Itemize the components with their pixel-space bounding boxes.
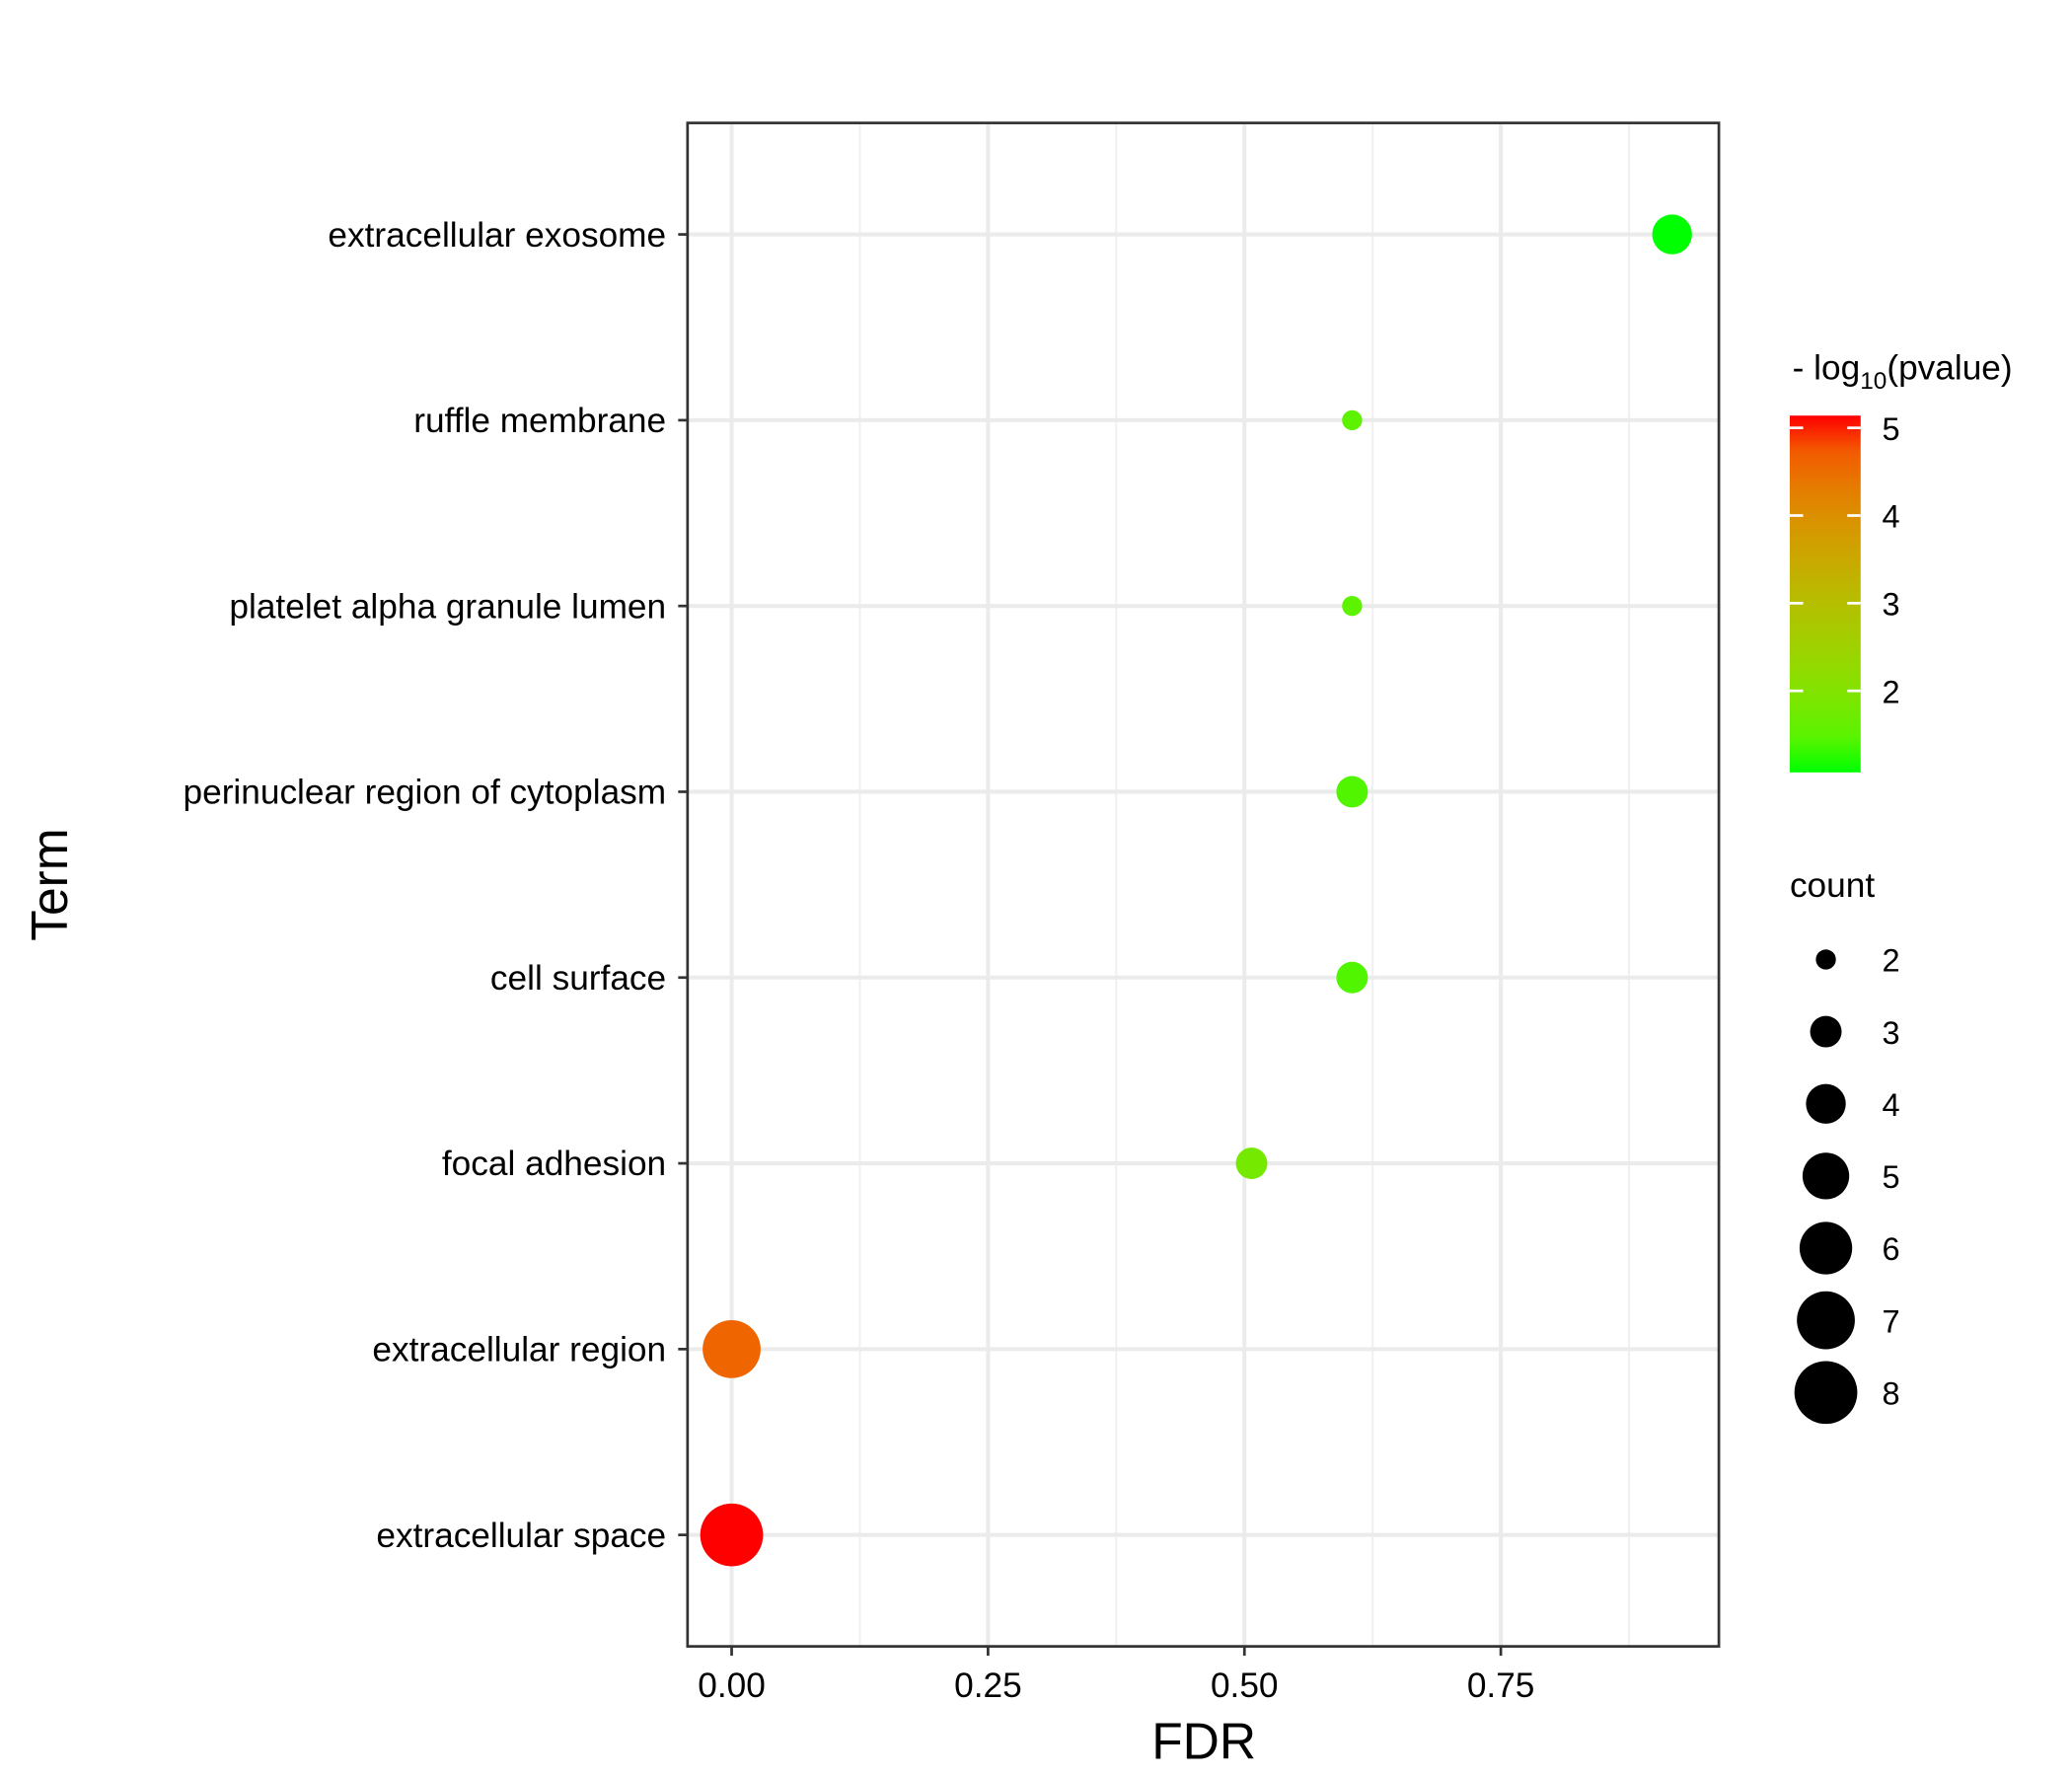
point: [1235, 1147, 1268, 1180]
size-label: 7: [1882, 1303, 1899, 1339]
colorbar-label: 3: [1882, 587, 1899, 623]
size-key: [1815, 949, 1836, 970]
size-label: 5: [1882, 1159, 1899, 1195]
x-axis-title: FDR: [1151, 1712, 1256, 1769]
colorbar-label: 4: [1882, 499, 1899, 535]
size-key: [1799, 1221, 1853, 1275]
point: [703, 1320, 761, 1378]
size-label: 6: [1882, 1231, 1899, 1267]
y-tick-label: platelet alpha granule lumen: [229, 587, 666, 626]
point: [1652, 214, 1692, 255]
colorbar-label: 5: [1882, 411, 1899, 447]
x-tick-label: 0.50: [1211, 1666, 1279, 1705]
colorbar-label: 2: [1882, 674, 1899, 709]
x-tick-label: 0.25: [954, 1666, 1022, 1705]
color-legend-title: - log10(pvalue): [1793, 349, 2013, 395]
point: [1336, 961, 1369, 994]
y-tick-label: extracellular exosome: [328, 216, 666, 255]
y-tick-label: perinuclear region of cytoplasm: [184, 774, 667, 812]
size-legend-title: count: [1790, 866, 1875, 905]
y-tick-label: cell surface: [490, 959, 666, 998]
point: [700, 1503, 764, 1567]
point: [1342, 409, 1363, 431]
y-tick-label: ruffle membrane: [413, 402, 666, 440]
y-tick-label: extracellular region: [372, 1331, 666, 1369]
panel-border: [686, 121, 1721, 1648]
size-label: 3: [1882, 1015, 1899, 1051]
size-key: [1797, 1291, 1855, 1350]
legend-title-subscript: 10: [1860, 368, 1887, 395]
size-label: 2: [1882, 943, 1899, 979]
point: [1342, 596, 1363, 617]
size-key: [1810, 1015, 1842, 1048]
y-tick-label: extracellular space: [376, 1517, 666, 1555]
legend-title-part: - log: [1793, 349, 1861, 388]
plot-background: [687, 122, 1720, 1647]
size-key: [1806, 1083, 1846, 1124]
size-key: [1794, 1361, 1858, 1425]
x-tick-label: 0.00: [698, 1666, 766, 1705]
y-tick-label: focal adhesion: [442, 1145, 666, 1183]
y-axis-title: Term: [21, 828, 78, 940]
colorbar: [1789, 415, 1861, 773]
size-label: 8: [1882, 1375, 1899, 1411]
x-tick-label: 0.75: [1467, 1666, 1535, 1705]
size-key: [1802, 1152, 1850, 1200]
legend-title-part: (pvalue): [1887, 349, 2012, 388]
size-label: 4: [1882, 1087, 1899, 1123]
point: [1336, 776, 1369, 808]
